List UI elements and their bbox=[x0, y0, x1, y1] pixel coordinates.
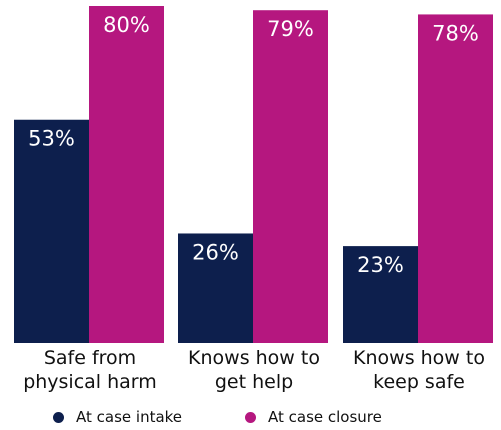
legend-marker-icon bbox=[53, 411, 64, 423]
category-label-line: Knows how to bbox=[353, 347, 485, 369]
bar-at-case-intake-2 bbox=[343, 246, 418, 343]
data-label-at-case-closure-1: 79% bbox=[267, 17, 314, 41]
category-label-line: Knows how to bbox=[188, 347, 320, 369]
category-label-line: keep safe bbox=[373, 371, 465, 393]
bar-at-case-closure-1 bbox=[253, 10, 328, 344]
legend-label: At case intake bbox=[76, 408, 183, 426]
legend-item-closure: At case closure bbox=[245, 408, 382, 426]
category-label-line: physical harm bbox=[23, 371, 157, 393]
bar-at-case-intake-1 bbox=[178, 233, 253, 343]
category-label-line: Safe from bbox=[43, 347, 137, 369]
legend: At case intake At case closure bbox=[0, 408, 501, 428]
legend-item-intake: At case intake bbox=[53, 408, 182, 426]
data-label-at-case-intake-0: 53% bbox=[28, 127, 75, 151]
bar-at-case-closure-0 bbox=[89, 6, 164, 343]
data-label-at-case-closure-0: 80% bbox=[103, 13, 150, 37]
legend-marker-icon bbox=[245, 411, 256, 423]
data-label-at-case-intake-2: 23% bbox=[357, 253, 404, 277]
bar-at-case-closure-2 bbox=[418, 14, 493, 344]
legend-label: At case closure bbox=[268, 408, 382, 426]
data-label-at-case-intake-1: 26% bbox=[192, 240, 239, 264]
category-label-knows-how-to-keep-safe: Knows how to keep safe bbox=[334, 346, 501, 394]
data-label-at-case-closure-2: 78% bbox=[432, 21, 479, 45]
bar-at-case-intake-0 bbox=[14, 119, 89, 343]
category-label-line: get help bbox=[214, 371, 294, 393]
category-label-knows-how-to-get-help: Knows how to get help bbox=[169, 346, 339, 394]
category-label-safe-from-physical-harm: Safe from physical harm bbox=[5, 346, 175, 394]
bar-chart: 53% 26% 23% 80% 79% 78% bbox=[14, 6, 493, 344]
